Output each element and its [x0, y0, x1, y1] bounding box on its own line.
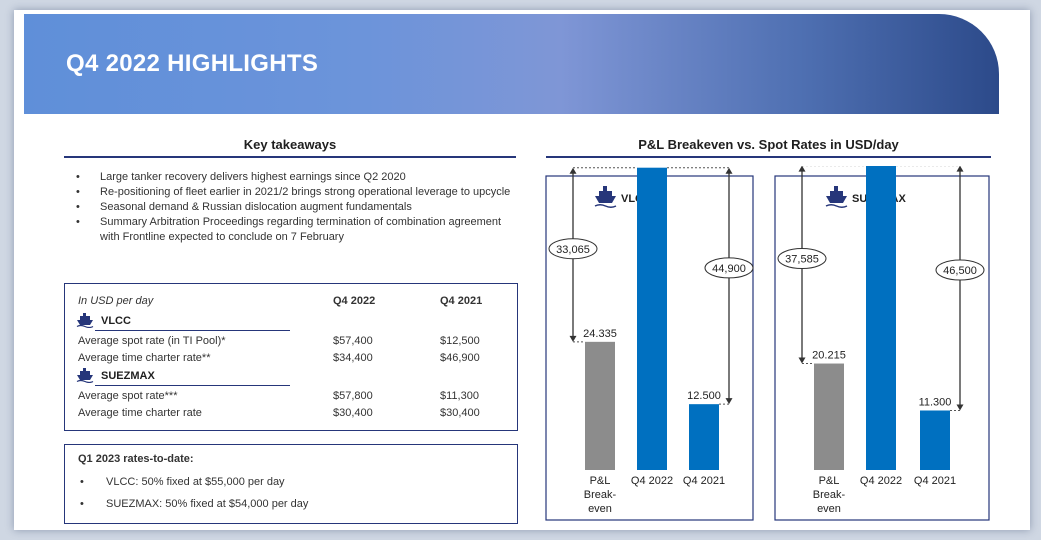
annotation-label: 44,900	[712, 263, 746, 275]
cell-q4-2021: $30,400	[440, 407, 480, 419]
list-item: Large tanker recovery delivers highest e…	[74, 170, 514, 185]
gap-label-oval	[548, 238, 598, 260]
vlcc-label: VLCC	[101, 315, 131, 327]
arrow-head	[725, 167, 733, 174]
bar-3	[920, 410, 950, 470]
gap-label-oval	[704, 257, 754, 279]
rates-table: In USD per day Q4 2022 Q4 2021 VLCC Aver…	[64, 283, 518, 431]
ship-icon	[76, 313, 94, 328]
ship-icon	[594, 186, 617, 208]
list-item: SUEZMAX: 50% fixed at $54,000 per day	[78, 498, 308, 510]
tick-label: even	[817, 503, 841, 515]
row-label: Average time charter rate	[78, 407, 202, 419]
list-item: VLCC: 50% fixed at $55,000 per day	[78, 476, 285, 488]
col-header-q4-2022: Q4 2022	[333, 295, 376, 307]
list-item: Summary Arbitration Proceedings regardin…	[74, 215, 514, 245]
annotation-label: 33,065	[556, 244, 590, 256]
tick-label: even	[588, 503, 612, 515]
tick-label: Q4 2021	[914, 475, 956, 487]
row-label: Average time charter rate**	[78, 352, 211, 364]
list-item: Re-positioning of fleet earlier in 2021/…	[74, 185, 514, 200]
cell-q4-2021: $46,900	[440, 352, 480, 364]
data-label: 11.300	[919, 396, 952, 408]
chart-title-rule	[546, 156, 991, 158]
row-label: Average spot rate (in TI Pool)*	[78, 335, 226, 347]
annotation-label: 46,500	[943, 265, 977, 277]
takeaways-list: Large tanker recovery delivers highest e…	[74, 170, 514, 245]
tick-label: Break-	[813, 489, 846, 501]
tick-label: Break-	[584, 489, 617, 501]
bar-2	[637, 167, 667, 470]
suezmax-rule	[95, 385, 290, 386]
arrow-head	[725, 398, 733, 405]
data-label: 20.215	[812, 350, 846, 362]
bar-1	[585, 341, 615, 470]
unit-label: In USD per day	[78, 295, 154, 307]
tick-label: Q4 2021	[683, 475, 725, 487]
bar-1	[814, 363, 844, 470]
takeaways-title: Key takeaways	[243, 137, 337, 152]
arrow-head	[569, 335, 577, 342]
cell-q4-2022: $57,400	[333, 335, 373, 347]
page-title: Q4 2022 HIGHLIGHTS	[66, 50, 319, 77]
arrow-head	[569, 167, 577, 174]
title-banner: Q4 2022 HIGHLIGHTS	[24, 14, 999, 114]
data-label: 12.500	[687, 390, 721, 402]
arrow-head	[956, 404, 964, 411]
col-header-q4-2021: Q4 2021	[440, 295, 483, 307]
tick-label: P&L	[590, 475, 611, 487]
chart-section-title: P&L Breakeven vs. Spot Rates in USD/day	[638, 137, 899, 152]
vlcc-rule	[95, 330, 290, 331]
arrow-head	[956, 166, 964, 172]
takeaways-rule	[64, 156, 516, 158]
arrow-head	[798, 357, 806, 364]
cell-q4-2022: $30,400	[333, 407, 373, 419]
row-label: Average spot rate***	[78, 390, 178, 402]
q1-rates-box: Q1 2023 rates-to-date: VLCC: 50% fixed a…	[64, 444, 518, 524]
slide: Q4 2022 HIGHLIGHTS Key takeaways Large t…	[14, 10, 1030, 530]
bar-3	[689, 404, 719, 470]
suezmax-label: SUEZMAX	[101, 370, 155, 382]
q1-title: Q1 2023 rates-to-date:	[78, 453, 194, 465]
ship-icon	[76, 368, 94, 383]
gap-label-oval	[777, 248, 827, 270]
tick-label: P&L	[819, 475, 840, 487]
annotation-label: 37,585	[785, 254, 819, 266]
cell-q4-2022: $57,800	[333, 390, 373, 402]
data-label: 24.335	[583, 328, 617, 340]
gap-label-oval	[935, 259, 985, 281]
bar-2	[866, 166, 896, 470]
arrow-head	[798, 166, 806, 172]
tick-label: Q4 2022	[860, 475, 902, 487]
cell-q4-2021: $11,300	[440, 390, 479, 402]
cell-q4-2022: $34,400	[333, 352, 373, 364]
cell-q4-2021: $12,500	[440, 335, 480, 347]
list-item: Seasonal demand & Russian dislocation au…	[74, 200, 514, 215]
tick-label: Q4 2022	[631, 475, 673, 487]
ship-icon	[825, 186, 848, 208]
